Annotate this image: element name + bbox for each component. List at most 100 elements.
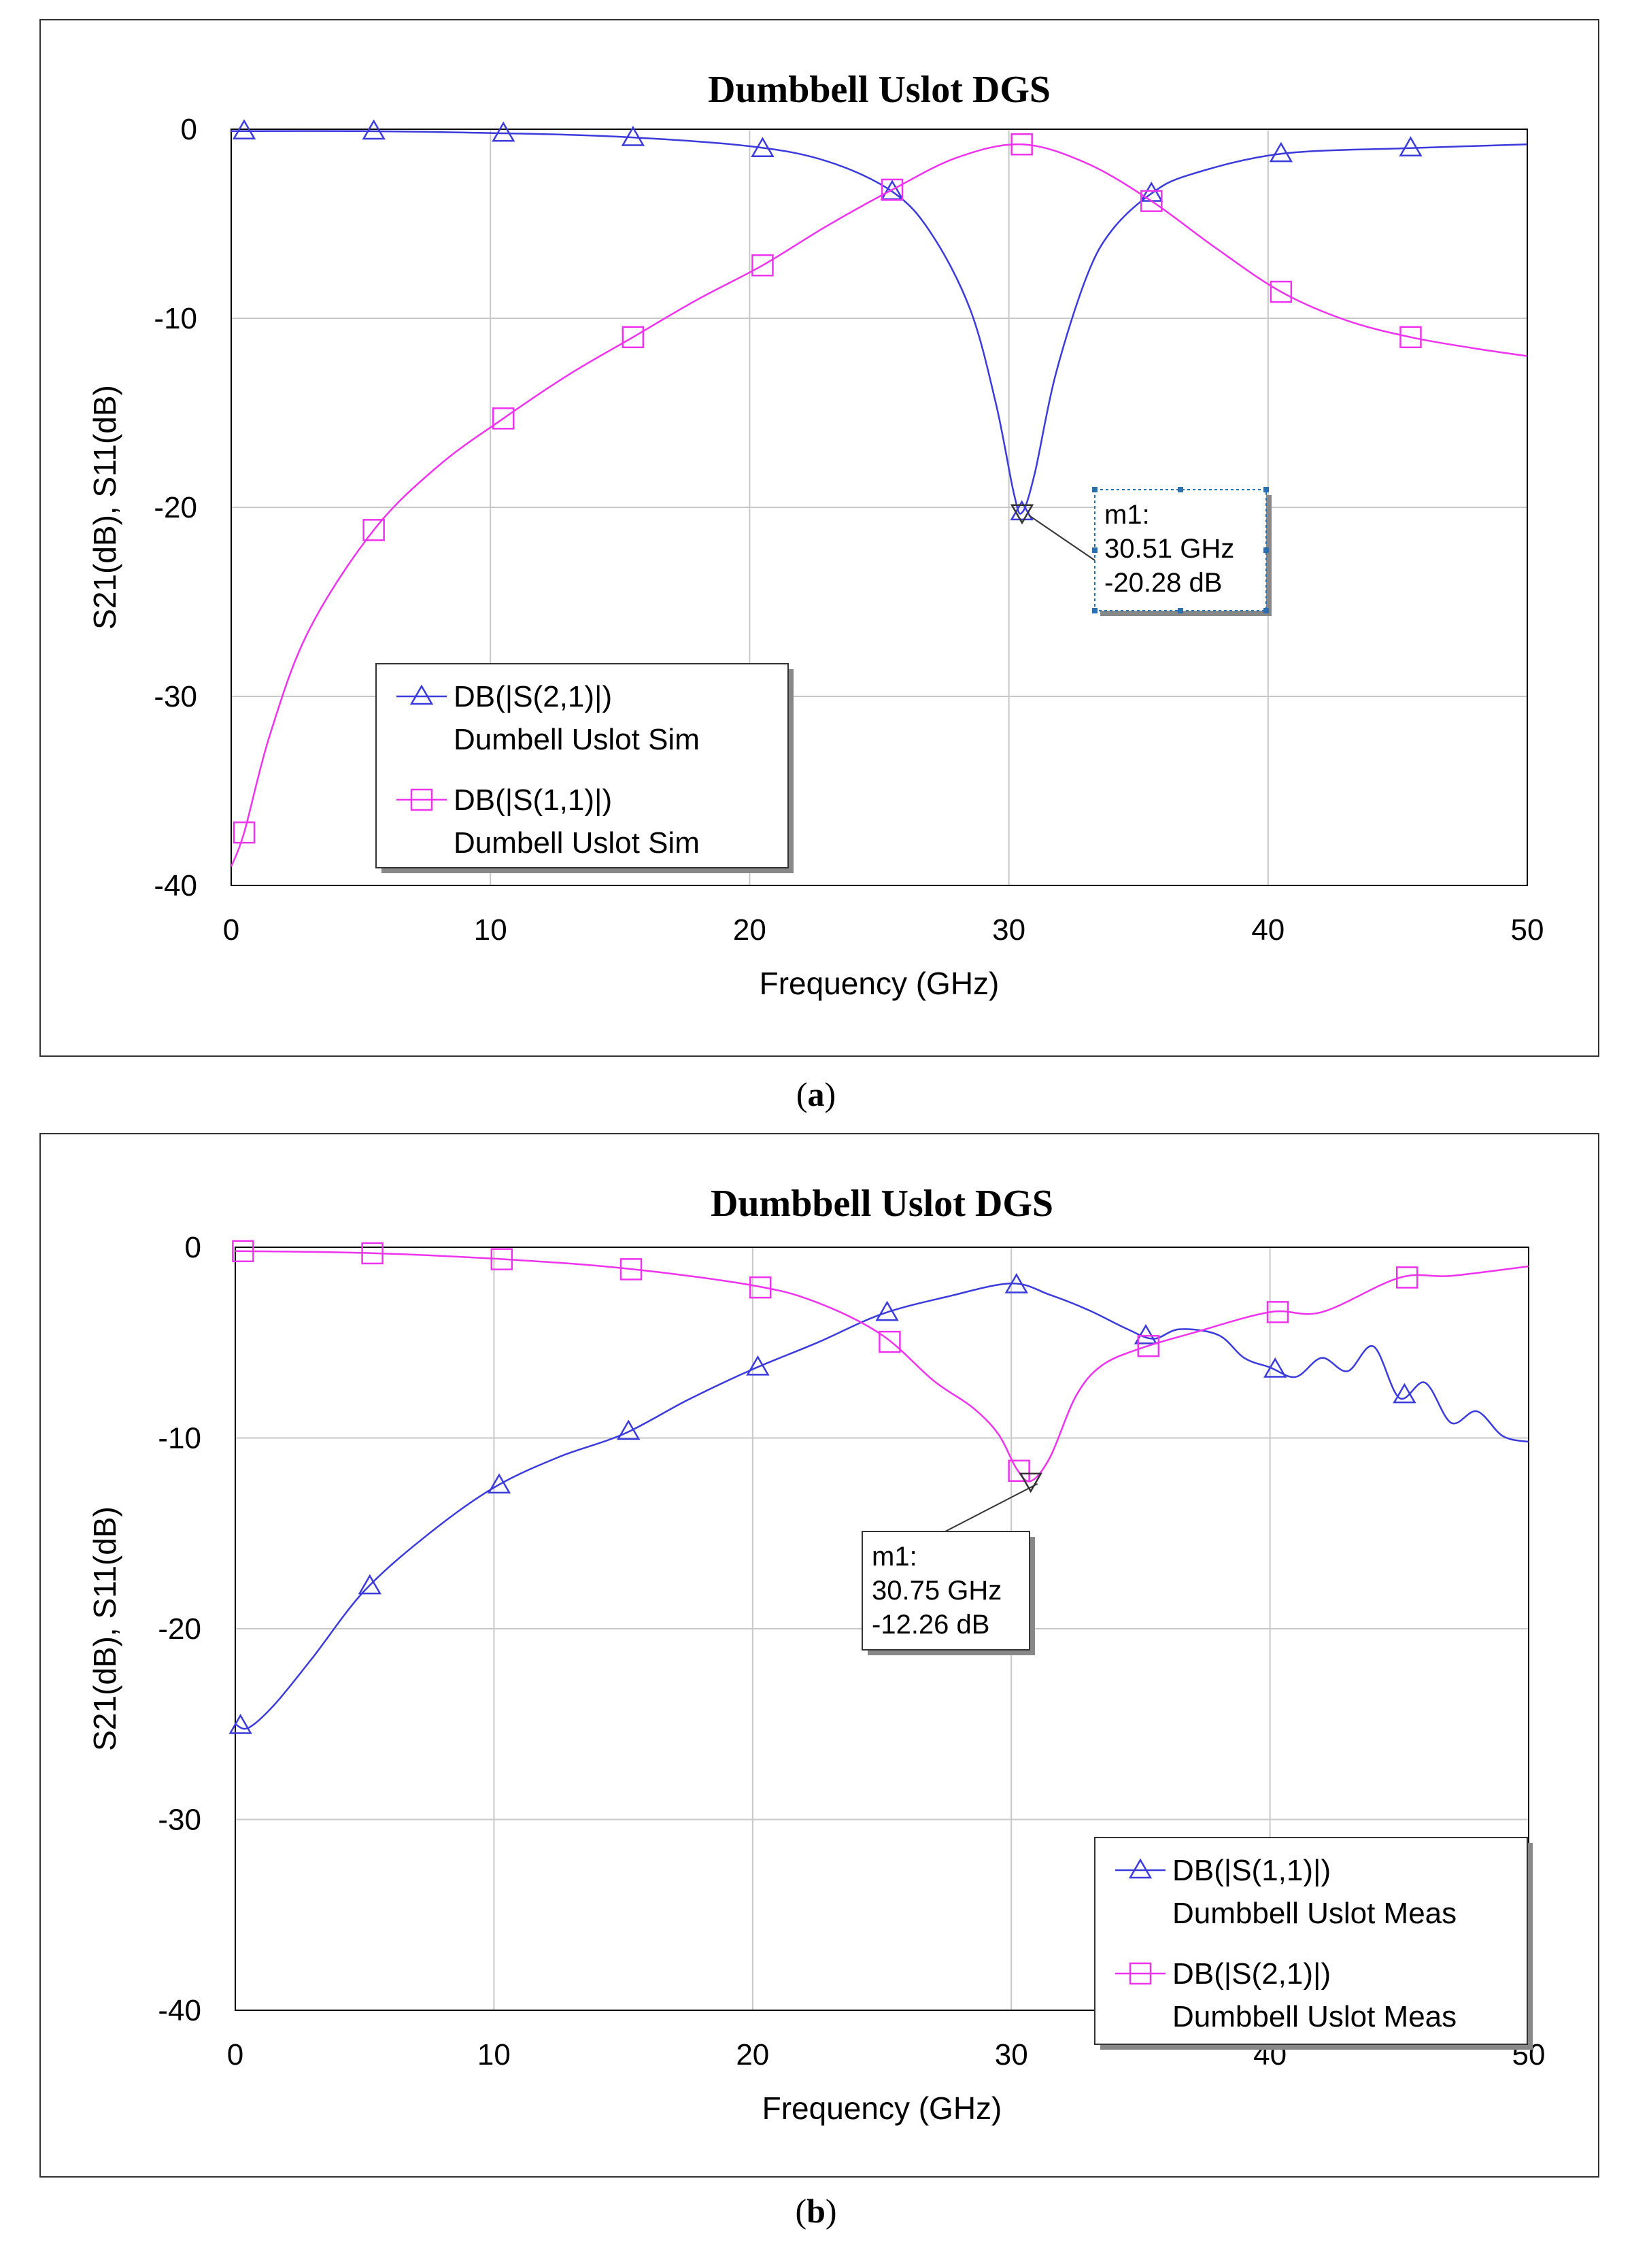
data-point-marker — [1263, 1357, 1287, 1378]
x-tick-label: 20 — [736, 2038, 769, 2071]
marker-m1-value: -20.28 dB — [1104, 568, 1222, 598]
caption-b: (b) — [795, 2192, 837, 2230]
data-point-marker — [1010, 500, 1034, 521]
legend-entry-name: DB(|S(1,1)|) — [1172, 1854, 1331, 1887]
data-point-marker — [492, 121, 515, 142]
series-0 — [231, 130, 1527, 515]
data-point-marker — [362, 119, 386, 140]
y-tick-label: -40 — [158, 1994, 201, 2027]
x-tick-label: 10 — [477, 2038, 511, 2071]
x-tick-label: 30 — [992, 913, 1025, 947]
data-point-marker — [1399, 136, 1423, 157]
data-point-marker — [361, 1242, 384, 1265]
marker-m1-frequency: 30.51 GHz — [1104, 534, 1234, 564]
series-line-1 — [231, 143, 1527, 867]
legend-entry-subname: Dumbell Uslot Sim — [454, 826, 700, 860]
series-0 — [235, 1283, 1529, 1730]
data-point-marker — [233, 821, 256, 844]
marker-m1-leader — [1028, 514, 1100, 564]
data-point-marker — [487, 1473, 511, 1494]
chart-title: Dumbbell Uslot DGS — [711, 1183, 1053, 1225]
marker-m1-symbol — [1019, 1472, 1042, 1493]
legend-entry-name: DB(|S(1,1)|) — [454, 783, 612, 817]
marker-m1-handle — [1092, 547, 1098, 553]
legend-entry-subname: Dumbell Uslot Sim — [454, 723, 700, 756]
marker-m1-handle — [1092, 487, 1098, 492]
x-tick-label: 10 — [474, 913, 507, 947]
legend-box — [375, 663, 789, 868]
data-point-marker — [746, 1355, 770, 1376]
data-point-marker — [1395, 1266, 1418, 1289]
data-point-marker — [362, 519, 385, 541]
series-line-0 — [235, 1283, 1529, 1730]
data-point-marker — [1140, 190, 1163, 212]
marker-m1-handle — [1263, 487, 1269, 492]
series-1 — [235, 1250, 1529, 1483]
marker-m1-label: m1: — [1104, 500, 1150, 530]
marker-m1-frequency: 30.75 GHz — [872, 1576, 1002, 1606]
legend-marker-0 — [1128, 1858, 1153, 1879]
marker-m1-handle — [1178, 487, 1183, 492]
series-1 — [231, 143, 1527, 867]
series-line-1 — [235, 1250, 1529, 1483]
data-point-marker — [1270, 280, 1293, 303]
x-tick-label: 30 — [995, 2038, 1028, 2071]
data-point-marker — [492, 407, 515, 430]
y-tick-label: -20 — [154, 491, 197, 524]
data-point-marker — [879, 1330, 901, 1353]
y-tick-label: -20 — [158, 1612, 201, 1646]
data-point-marker — [617, 1419, 641, 1440]
marker-m1-handle — [1092, 608, 1098, 613]
data-point-marker — [358, 1574, 381, 1595]
chart-a: Dumbbell Uslot DGS 0 10 20 30 40 50 0 -10 -20 -30 -… — [87, 69, 1544, 1001]
series-line-0 — [231, 130, 1527, 515]
x-axis-label: Frequency (GHz) — [762, 2091, 1002, 2126]
data-point-marker — [1010, 133, 1033, 156]
legend-entry-name: DB(|S(2,1)|) — [454, 680, 612, 713]
chart-panel-b: Dumbbell Uslot DGS 0 10 20 30 40 50 0 -10 -20 -30-… — [39, 1133, 1599, 2178]
legend-entry-subname: Dumbbell Uslot Meas — [1172, 2000, 1457, 2033]
marker-m1-handle — [1263, 608, 1269, 613]
x-tick-label: 50 — [1511, 913, 1544, 947]
data-point-marker — [1004, 1273, 1028, 1293]
y-tick-label: -40 — [154, 869, 197, 902]
x-tick-label: 0 — [223, 913, 239, 947]
y-tick-label: -10 — [154, 302, 197, 335]
chart-panel-a: Dumbbell Uslot DGS 0 10 20 30 40 50 0 -10 -20 -30 -… — [39, 19, 1599, 1057]
data-point-marker — [232, 1240, 254, 1263]
y-axis-label: S21(dB), S11(dB) — [87, 385, 122, 630]
legend-entry-subname: Dumbbell Uslot Meas — [1172, 1897, 1457, 1930]
data-point-marker — [1399, 326, 1422, 349]
marker-m1-handle — [1263, 547, 1269, 553]
chart-title: Dumbbell Uslot DGS — [708, 69, 1051, 111]
x-tick-label: 0 — [227, 2038, 243, 2071]
data-point-marker — [1008, 1459, 1030, 1482]
data-point-marker — [622, 326, 645, 349]
y-tick-label: -30 — [158, 1804, 201, 1837]
caption-b-letter: b — [806, 2192, 826, 2230]
marker-m1-handle — [1178, 608, 1183, 613]
legend-marker-1 — [1129, 1962, 1152, 1985]
data-point-marker — [881, 178, 904, 201]
marker-m1-box — [862, 1531, 1030, 1651]
caption-a: (a) — [796, 1075, 836, 1113]
data-point-marker — [751, 254, 774, 277]
legend-entry-name: DB(|S(2,1)|) — [1172, 1957, 1331, 1991]
data-point-marker — [751, 137, 775, 157]
data-point-marker — [749, 1276, 772, 1299]
data-point-marker — [232, 119, 256, 140]
data-point-marker — [1137, 1335, 1160, 1357]
data-point-marker — [621, 126, 645, 146]
data-point-marker — [875, 1300, 899, 1321]
data-point-marker — [1269, 141, 1293, 163]
data-point-marker — [1393, 1383, 1416, 1404]
data-point-marker — [1266, 1301, 1289, 1323]
legend-box — [1094, 1837, 1528, 2045]
data-point-marker — [1134, 1323, 1158, 1344]
y-tick-label: 0 — [185, 1231, 201, 1264]
data-point-marker — [619, 1258, 643, 1281]
marker-m1-symbol — [1010, 504, 1034, 525]
y-axis-label: S21(dB), S11(dB) — [87, 1506, 122, 1751]
caption-a-letter: a — [807, 1075, 825, 1113]
